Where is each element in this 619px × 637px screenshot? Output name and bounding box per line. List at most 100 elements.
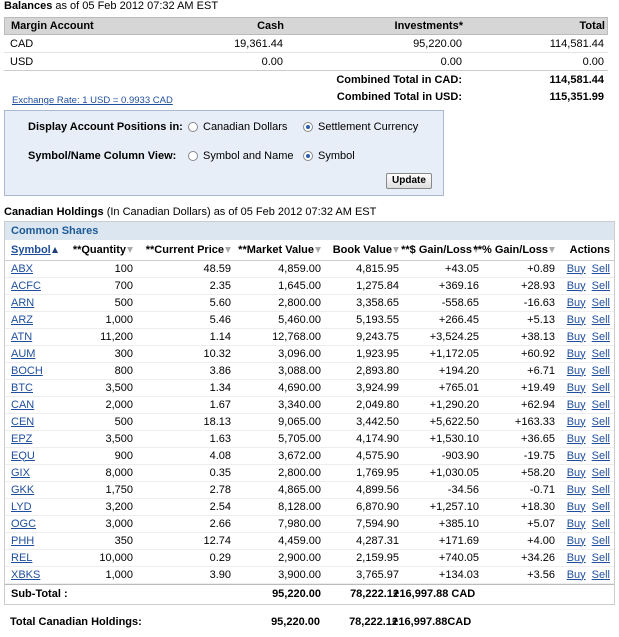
column-title[interactable]: **% Gain/Loss: [473, 244, 548, 256]
column-header[interactable]: **Quantity: [67, 240, 137, 260]
action-link[interactable]: Buy: [566, 517, 586, 530]
holding-cell: 3,088.00: [235, 362, 325, 379]
action-link[interactable]: Buy: [566, 449, 586, 462]
column-header: Margin Account: [11, 20, 94, 32]
action-link[interactable]: Sell: [591, 466, 610, 479]
holding-value: +171.69: [438, 534, 479, 547]
action-link[interactable]: Sell: [591, 347, 610, 360]
holding-cell: 12.74: [137, 532, 235, 549]
symbol-link[interactable]: EQU: [11, 449, 35, 462]
action-link[interactable]: Buy: [566, 296, 586, 309]
action-link[interactable]: Sell: [591, 381, 610, 394]
holding-cell: 2,159.95: [325, 549, 403, 566]
action-link[interactable]: Sell: [591, 296, 610, 309]
action-link[interactable]: Sell: [591, 500, 610, 513]
radio-option[interactable]: Settlement Currency: [303, 120, 418, 134]
holding-row: REL 10,000 0.29 2,900.00 2,159.95 +740.05 +34.…: [5, 549, 614, 567]
action-link[interactable]: Sell: [591, 517, 610, 530]
action-link[interactable]: Buy: [566, 330, 586, 343]
action-link[interactable]: Sell: [591, 432, 610, 445]
exchange-rate-link[interactable]: Exchange Rate: 1 USD = 0.9933 CAD: [12, 95, 173, 106]
symbol-link[interactable]: OGC: [11, 517, 37, 530]
symbol-link[interactable]: ATN: [11, 330, 33, 343]
holding-value: 5,193.55: [356, 313, 399, 326]
symbol-link[interactable]: AUM: [11, 347, 36, 360]
column-header[interactable]: **% Gain/Loss: [473, 240, 559, 260]
action-link[interactable]: Sell: [591, 415, 610, 428]
symbol-link[interactable]: CAN: [11, 398, 35, 411]
holding-value: 800: [114, 364, 133, 377]
symbol-link[interactable]: GKK: [11, 483, 35, 496]
radio-option[interactable]: Symbol: [303, 149, 355, 163]
action-link[interactable]: Buy: [566, 262, 586, 275]
symbol-link[interactable]: PHH: [11, 534, 35, 547]
radio-button[interactable]: [188, 151, 198, 161]
radio-button[interactable]: [188, 122, 198, 132]
action-link[interactable]: Buy: [566, 313, 586, 326]
column-header[interactable]: **Market Value: [235, 240, 325, 260]
action-link[interactable]: Sell: [591, 551, 610, 564]
radio-option[interactable]: Canadian Dollars: [188, 120, 287, 134]
column-title: Actions: [569, 244, 610, 256]
symbol-link[interactable]: BTC: [11, 381, 33, 394]
action-link[interactable]: Sell: [591, 313, 610, 326]
action-link[interactable]: Buy: [566, 279, 586, 292]
column-title[interactable]: **Quantity: [72, 244, 126, 256]
column-title[interactable]: **Market Value: [238, 244, 314, 256]
sort-icon: [549, 247, 555, 253]
holding-value: +1,530.10: [429, 432, 479, 445]
action-link[interactable]: Sell: [591, 330, 610, 343]
sort-icon: [315, 247, 321, 253]
radio-button[interactable]: [303, 122, 313, 132]
action-link[interactable]: Buy: [566, 398, 586, 411]
holding-cell: 10,000: [67, 549, 137, 566]
holding-value: 3,924.99: [356, 381, 399, 394]
action-link[interactable]: Sell: [591, 364, 610, 377]
symbol-link[interactable]: ABX: [11, 262, 34, 275]
column-title[interactable]: Book Value: [332, 244, 392, 256]
symbol-link[interactable]: CEN: [11, 415, 35, 428]
symbol-link[interactable]: LYD: [11, 500, 32, 513]
radio-option[interactable]: Symbol and Name: [188, 149, 294, 163]
action-link[interactable]: Sell: [591, 483, 610, 496]
action-link[interactable]: Buy: [566, 483, 586, 496]
action-link[interactable]: Buy: [566, 568, 586, 581]
action-link[interactable]: Sell: [591, 449, 610, 462]
symbol-link[interactable]: ARZ: [11, 313, 33, 326]
action-link[interactable]: Sell: [591, 279, 610, 292]
holding-value: -558.65: [441, 296, 479, 309]
column-title[interactable]: **Current Price: [145, 244, 224, 256]
column-header[interactable]: Book Value: [325, 240, 403, 260]
holding-cell: 800: [67, 362, 137, 379]
symbol-link[interactable]: REL: [11, 551, 33, 564]
action-link[interactable]: Buy: [566, 500, 586, 513]
action-link[interactable]: Buy: [566, 534, 586, 547]
action-link[interactable]: Buy: [566, 347, 586, 360]
symbol-link[interactable]: EPZ: [11, 432, 33, 445]
symbol-link[interactable]: ARN: [11, 296, 35, 309]
action-link[interactable]: Buy: [566, 432, 586, 445]
action-link[interactable]: Sell: [591, 568, 610, 581]
column-header[interactable]: **Current Price: [137, 240, 235, 260]
update-button[interactable]: Update: [386, 173, 432, 189]
radio-button[interactable]: [303, 151, 313, 161]
action-link[interactable]: Buy: [566, 381, 586, 394]
holding-value: +18.30: [521, 500, 555, 513]
column-title[interactable]: **$ Gain/Loss: [401, 244, 472, 256]
action-link[interactable]: Buy: [566, 551, 586, 564]
holding-value: +38.13: [521, 330, 555, 343]
symbol-link[interactable]: GIX: [11, 466, 30, 479]
action-link[interactable]: Buy: [566, 364, 586, 377]
symbol-link[interactable]: BOCH: [11, 364, 43, 377]
symbol-link[interactable]: XBKS: [11, 568, 41, 581]
action-link[interactable]: Buy: [566, 466, 586, 479]
symbol-link[interactable]: ACFC: [11, 279, 41, 292]
action-link[interactable]: Sell: [591, 398, 610, 411]
column-header[interactable]: **$ Gain/Loss: [401, 240, 483, 260]
action-link[interactable]: Buy: [566, 415, 586, 428]
column-header[interactable]: Symbol: [5, 240, 67, 260]
action-link[interactable]: Sell: [591, 534, 610, 547]
action-link[interactable]: Sell: [591, 262, 610, 275]
holding-cell: +3,524.25: [403, 328, 483, 345]
column-title[interactable]: Symbol: [11, 244, 51, 256]
